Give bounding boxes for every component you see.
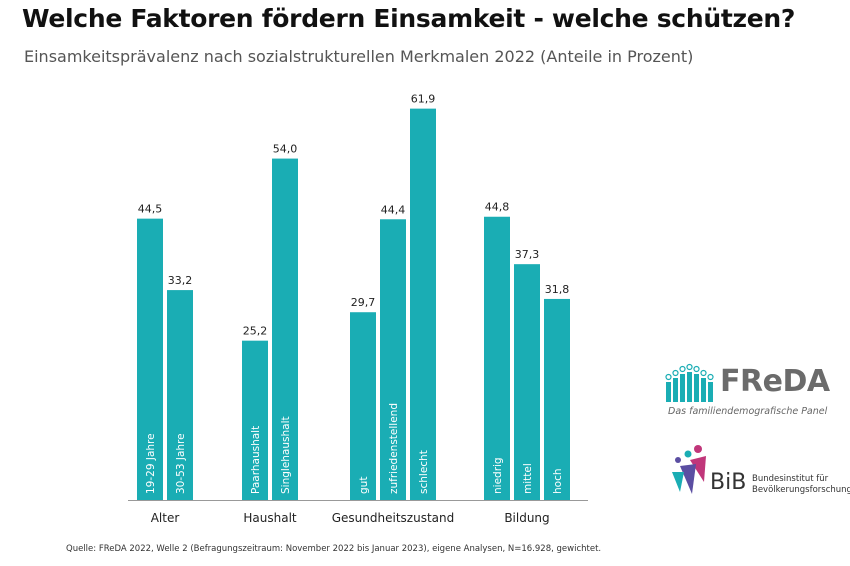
chart-subtitle: Einsamkeitsprävalenz nach sozialstruktur…: [24, 47, 694, 66]
bib-name-line-1: Bundesinstitut für: [752, 474, 829, 484]
freda-logo: FReDA Das familiendemografische Panel: [664, 362, 844, 422]
bar-value-label: 44,5: [138, 203, 163, 216]
bar-category-label: Singlehaushalt: [280, 416, 292, 494]
group-label: Gesundheitszustand: [332, 511, 454, 525]
freda-people-icon: [665, 363, 714, 402]
freda-wordmark: FReDA: [720, 364, 830, 399]
group-label: Haushalt: [243, 511, 297, 525]
bib-logo: BiB Bundesinstitut für Bevölkerungsforsc…: [668, 442, 850, 502]
bar-value-label: 61,9: [411, 93, 436, 106]
bib-institute-name: Bundesinstitut für Bevölkerungsforschung: [752, 474, 850, 496]
bar-value-label: 29,7: [351, 296, 376, 309]
bar-value-label: 54,0: [273, 143, 298, 156]
bar-0-1: [167, 290, 193, 500]
bar-category-label: Paarhaushalt: [250, 426, 262, 494]
bar-category-label: schlecht: [418, 450, 430, 494]
bar-value-label: 44,8: [485, 201, 510, 214]
chart-title: Welche Faktoren fördern Einsamkeit - wel…: [22, 4, 796, 33]
group-label: Alter: [151, 511, 180, 525]
bar-2-1: [380, 219, 406, 500]
bar-3-1: [514, 264, 540, 500]
bar-1-1: [272, 158, 298, 500]
bar-0-0: [137, 218, 163, 500]
bar-3-0: [484, 216, 510, 500]
freda-tagline: Das familiendemografische Panel: [668, 406, 828, 417]
bar-category-label: mittel: [522, 463, 534, 494]
bar-category-label: zufriedenstellend: [388, 403, 400, 494]
bar-3-2: [544, 298, 570, 500]
bar-value-label: 25,2: [243, 325, 268, 338]
bar-category-label: 30-53 Jahre: [175, 433, 187, 494]
group-label: Bildung: [504, 511, 549, 525]
source-note: Quelle: FReDA 2022, Welle 2 (Befragungsz…: [66, 544, 602, 554]
bar-category-label: niedrig: [492, 457, 504, 494]
bar-value-label: 31,8: [545, 283, 570, 296]
bib-name-line-2: Bevölkerungsforschung: [752, 485, 850, 495]
bib-figures-icon: [672, 445, 706, 494]
bib-wordmark: BiB: [710, 470, 747, 495]
bar-value-label: 37,3: [515, 248, 540, 261]
bar-value-label: 33,2: [168, 274, 193, 287]
bar-2-0: [350, 312, 376, 500]
bar-value-label: 44,4: [381, 203, 406, 216]
bar-category-label: gut: [358, 477, 370, 494]
bar-2-2: [410, 108, 436, 501]
bar-category-label: 19-29 Jahre: [145, 433, 157, 494]
bar-category-label: hoch: [552, 468, 564, 494]
bar-1-0: [242, 340, 268, 500]
